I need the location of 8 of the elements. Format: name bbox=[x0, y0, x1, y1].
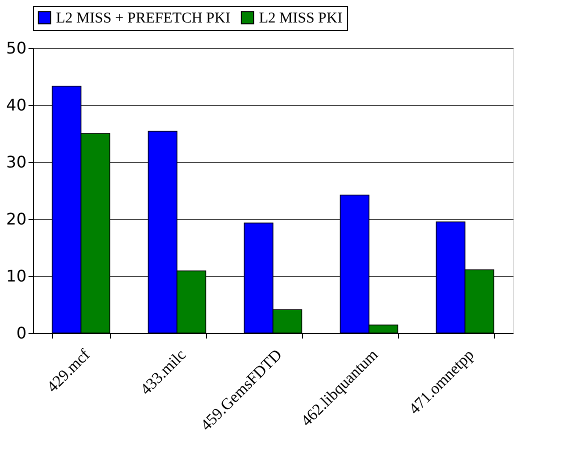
y-tick-label: 40 bbox=[6, 96, 26, 114]
y-tick-label: 50 bbox=[6, 38, 26, 58]
legend-label: L2 MISS + PREFETCH PKI bbox=[56, 10, 230, 27]
y-tick-label: 20 bbox=[6, 210, 26, 228]
legend-label: L2 MISS PKI bbox=[259, 10, 342, 27]
y-tick-label: 0 bbox=[16, 324, 26, 342]
y-tick-label: 10 bbox=[6, 266, 26, 286]
y-tick-label: 30 bbox=[6, 152, 26, 172]
